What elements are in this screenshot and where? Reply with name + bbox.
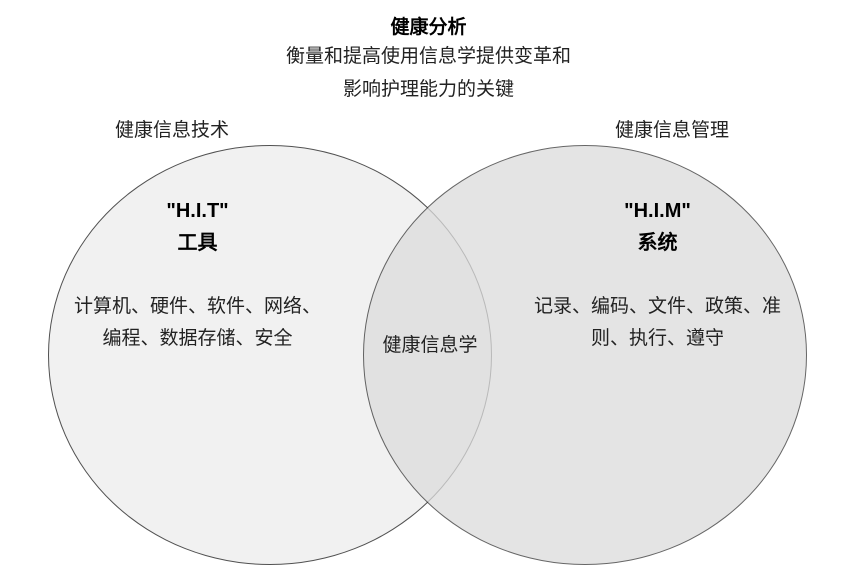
left-circle-content: "H.I.T" 工具 计算机、硬件、软件、网络、编程、数据存储、安全 [70,195,325,356]
right-body: 记录、编码、文件、政策、准则、执行、遵守 [530,291,785,356]
left-body: 计算机、硬件、软件、网络、编程、数据存储、安全 [70,291,325,356]
left-heading-1: "H.I.T" [70,195,325,227]
left-outer-label: 健康信息技术 [115,115,229,142]
title-sub-line2: 影响护理能力的关键 [0,76,857,105]
right-outer-label: 健康信息管理 [615,115,729,142]
right-circle-content: "H.I.M" 系统 记录、编码、文件、政策、准则、执行、遵守 [530,195,785,356]
intersection-label: 健康信息学 [375,330,485,357]
left-heading-2: 工具 [70,227,325,259]
right-heading-1: "H.I.M" [530,195,785,227]
title-sub-line1: 衡量和提高使用信息学提供变革和 [0,43,857,72]
right-heading-2: 系统 [530,227,785,259]
title-block: 健康分析 衡量和提高使用信息学提供变革和 影响护理能力的关键 [0,12,857,104]
title-main: 健康分析 [0,12,857,39]
venn-diagram-canvas: 健康分析 衡量和提高使用信息学提供变革和 影响护理能力的关键 健康信息技术 健康… [0,0,857,567]
